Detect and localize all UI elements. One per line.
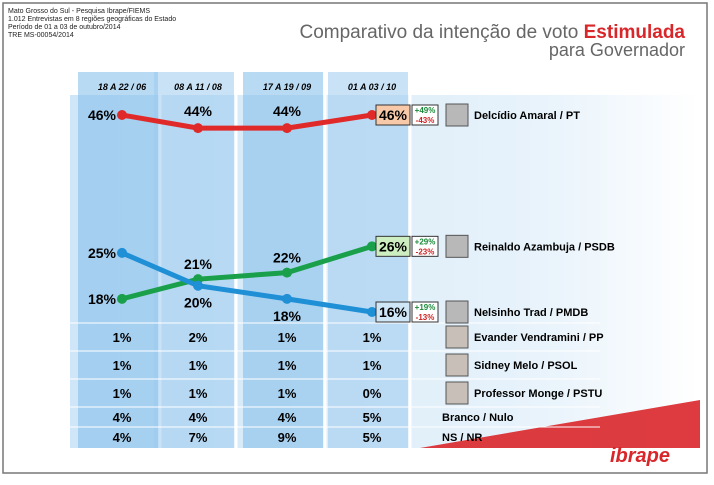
point — [117, 110, 127, 120]
value-label: 46% — [88, 107, 117, 123]
margin-label: -13% — [416, 313, 435, 322]
value-box — [375, 235, 411, 257]
table-value: 1% — [113, 358, 132, 373]
table-value: 1% — [278, 358, 297, 373]
table-value: 2% — [189, 330, 208, 345]
table-value: 4% — [278, 410, 297, 425]
value-box — [375, 301, 411, 323]
value-label: 18% — [88, 291, 117, 307]
row-label: NS / NR — [442, 432, 482, 444]
point — [367, 307, 377, 317]
header-line: TRE MS-00054/2014 — [8, 32, 74, 39]
table-value: 1% — [363, 330, 382, 345]
table-value: 9% — [278, 430, 297, 445]
margin-box — [411, 235, 439, 257]
logo: ibrape — [610, 445, 670, 467]
point — [282, 267, 292, 278]
line — [119, 250, 375, 315]
margin-label: +29% — [415, 237, 436, 246]
table-value: 1% — [278, 386, 297, 401]
margin-label: -23% — [416, 247, 435, 256]
header-line: Mato Grosso do Sul - Pesquisa Ibrape/FIE… — [8, 8, 150, 15]
margin-label: +19% — [415, 303, 436, 312]
row-label: Sidney Melo / PSOL — [474, 360, 578, 372]
value-label: 46% — [379, 107, 408, 123]
table-value: 4% — [189, 410, 208, 425]
table-value: 4% — [113, 430, 132, 445]
point — [117, 293, 127, 304]
x-tick-label: 01 A 03 / 10 — [348, 82, 396, 92]
photo — [445, 103, 469, 127]
header-line: Período de 01 a 03 de outubro/2014 — [8, 24, 121, 31]
header-line: 1.012 Entrevistas em 8 regiões geográfic… — [8, 16, 176, 23]
point — [367, 241, 377, 252]
table-value: 7% — [189, 430, 208, 445]
point — [193, 123, 203, 134]
point — [282, 123, 292, 134]
point — [367, 110, 377, 120]
value-label: 20% — [184, 295, 213, 311]
chart-subtitle: para Governador — [549, 40, 685, 60]
line — [119, 243, 375, 302]
table-value: 1% — [189, 358, 208, 373]
x-tick-label: 17 A 19 / 09 — [263, 82, 311, 92]
table-value: 5% — [363, 410, 382, 425]
table-value: 1% — [363, 358, 382, 373]
legend-label: Reinaldo Azambuja / PSDB — [474, 241, 615, 253]
table-value: 0% — [363, 386, 382, 401]
point — [193, 280, 203, 291]
margin-label: -43% — [416, 116, 435, 125]
column-band — [154, 72, 234, 448]
table-value: 4% — [113, 410, 132, 425]
row-label: Professor Monge / PSTU — [474, 388, 602, 400]
table-value: 1% — [113, 330, 132, 345]
decor — [420, 400, 700, 448]
value-label: 26% — [379, 238, 408, 254]
row-label: Branco / Nulo — [442, 412, 514, 424]
line — [119, 112, 375, 131]
photo — [445, 234, 469, 258]
value-label: 18% — [273, 308, 302, 324]
table-value: 1% — [278, 330, 297, 345]
column-band — [243, 72, 323, 448]
value-box — [375, 104, 411, 126]
photo — [445, 300, 469, 324]
legend-label: Nelsinho Trad / PMDB — [474, 307, 588, 319]
chart-title: Comparativo da intenção de voto Estimula… — [300, 22, 686, 43]
value-label: 22% — [273, 250, 302, 266]
photo — [445, 325, 469, 349]
x-tick-label: 18 A 22 / 06 — [98, 82, 147, 92]
table-value: 1% — [189, 386, 208, 401]
x-tick-label: 08 A 11 / 08 — [174, 82, 222, 92]
value-label: 25% — [88, 245, 117, 261]
value-label: 21% — [184, 256, 213, 272]
photo — [445, 353, 469, 377]
value-label: 44% — [184, 103, 213, 119]
point — [282, 293, 292, 304]
value-label: 16% — [379, 304, 408, 320]
row-label: Evander Vendramini / PP — [474, 332, 604, 344]
table-value: 5% — [363, 430, 382, 445]
margin-box — [411, 104, 439, 126]
value-label: 44% — [273, 103, 302, 119]
margin-box — [411, 301, 439, 323]
table-value: 1% — [113, 386, 132, 401]
point — [117, 247, 127, 258]
legend-label: Delcídio Amaral / PT — [474, 110, 580, 122]
margin-label: +49% — [415, 106, 436, 115]
photo — [445, 381, 469, 405]
column-band — [328, 72, 408, 448]
